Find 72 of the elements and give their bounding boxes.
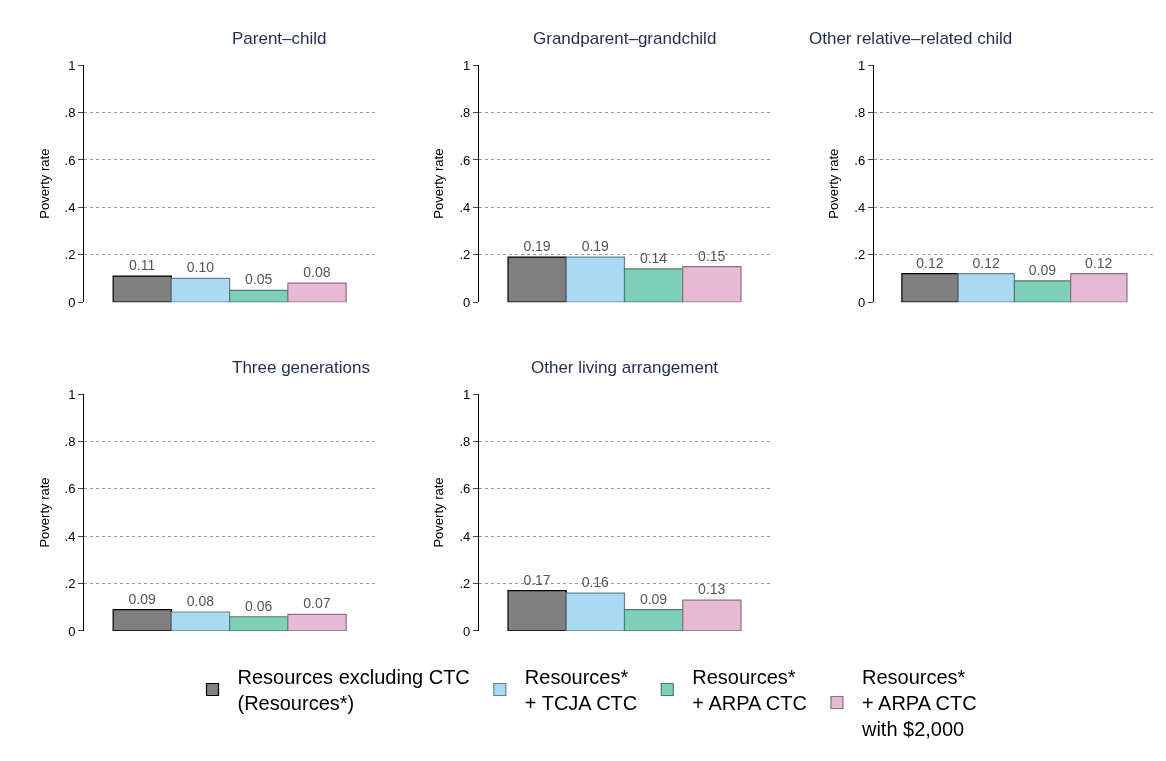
legend-label: Resources* + TCJA CTC bbox=[524, 666, 638, 715]
y-tick-label: 1 bbox=[463, 57, 471, 73]
y-axis-title: Poverty rate bbox=[826, 148, 842, 219]
bar bbox=[682, 599, 742, 631]
y-tick-label: 1 bbox=[857, 57, 866, 73]
y-tick-label: 1 bbox=[68, 386, 76, 402]
y-tick-label: .2 bbox=[64, 576, 76, 592]
data-label: 0.11 bbox=[129, 257, 156, 274]
y-tick-label: .6 bbox=[854, 152, 866, 168]
y-tick-label: 0 bbox=[857, 294, 866, 310]
y-tick-label: .4 bbox=[64, 528, 76, 544]
chart-title: Other living arrangement bbox=[531, 358, 719, 377]
y-tick-label: .6 bbox=[64, 152, 76, 168]
y-axis-title: Poverty rate bbox=[431, 477, 447, 548]
y-tick-label: .4 bbox=[459, 528, 471, 544]
y-axis-title: Poverty rate bbox=[36, 148, 52, 219]
data-label: 0.08 bbox=[186, 593, 215, 610]
chart-title: Three generations bbox=[232, 358, 370, 377]
chart-title: Grandparent–grandchild bbox=[533, 29, 717, 48]
y-tick-label: .4 bbox=[64, 199, 76, 215]
data-label: 0.15 bbox=[698, 247, 726, 264]
data-label: 0.12 bbox=[916, 254, 944, 271]
y-axis-title: Poverty rate bbox=[431, 148, 447, 219]
data-label: 0.07 bbox=[303, 595, 331, 612]
y-tick-label: 0 bbox=[68, 623, 76, 639]
chart-title: Parent–child bbox=[232, 29, 327, 48]
y-tick-label: .8 bbox=[64, 105, 76, 121]
bar bbox=[565, 592, 626, 631]
legend-label: Resources excluding CTC (Resources*) bbox=[237, 666, 470, 715]
data-label: 0.13 bbox=[698, 581, 726, 598]
data-label: 0.09 bbox=[639, 590, 668, 607]
y-tick-label: 0 bbox=[463, 294, 471, 310]
y-tick-label: .6 bbox=[459, 481, 471, 497]
y-tick-label: 0 bbox=[463, 623, 471, 639]
legend-label: Resources* + ARPA CTC bbox=[692, 666, 807, 715]
data-label: 0.10 bbox=[186, 259, 215, 276]
y-tick-label: .2 bbox=[64, 247, 76, 263]
bar bbox=[507, 590, 567, 631]
data-label: 0.12 bbox=[1085, 254, 1113, 271]
data-label: 0.12 bbox=[972, 254, 1001, 271]
y-tick-label: .8 bbox=[459, 433, 471, 449]
y-axis-title: Poverty rate bbox=[36, 477, 52, 548]
bar bbox=[623, 609, 684, 631]
y-tick-label: 1 bbox=[463, 386, 471, 402]
data-label: 0.19 bbox=[581, 238, 610, 255]
y-tick-label: .8 bbox=[64, 433, 76, 449]
bar bbox=[229, 289, 289, 303]
bar bbox=[287, 282, 347, 303]
data-label: 0.06 bbox=[245, 597, 273, 614]
y-tick-label: .2 bbox=[459, 247, 471, 263]
bar bbox=[112, 275, 172, 303]
data-label: 0.19 bbox=[523, 238, 551, 255]
y-tick-label: .2 bbox=[854, 247, 866, 263]
y-tick-label: .8 bbox=[854, 105, 866, 121]
y-tick-label: 1 bbox=[68, 57, 76, 73]
y-tick-label: .6 bbox=[459, 152, 471, 168]
data-label: 0.05 bbox=[245, 271, 273, 288]
y-tick-label: 0 bbox=[68, 294, 76, 310]
y-tick-label: .8 bbox=[459, 105, 471, 121]
data-label: 0.09 bbox=[1028, 261, 1057, 278]
y-tick-label: .4 bbox=[854, 199, 866, 215]
chart-title: Other relative–related child bbox=[809, 29, 1013, 48]
y-tick-label: .6 bbox=[64, 481, 76, 497]
y-tick-label: .2 bbox=[459, 576, 471, 592]
legend-label: Resources* + ARPA CTC with $2,000 bbox=[860, 666, 977, 741]
data-label: 0.09 bbox=[128, 590, 157, 607]
data-label: 0.17 bbox=[523, 571, 551, 588]
data-label: 0.14 bbox=[639, 249, 668, 266]
bar bbox=[170, 277, 231, 303]
data-label: 0.08 bbox=[303, 264, 331, 281]
y-tick-label: .4 bbox=[459, 199, 471, 215]
data-label: 0.16 bbox=[581, 574, 610, 591]
